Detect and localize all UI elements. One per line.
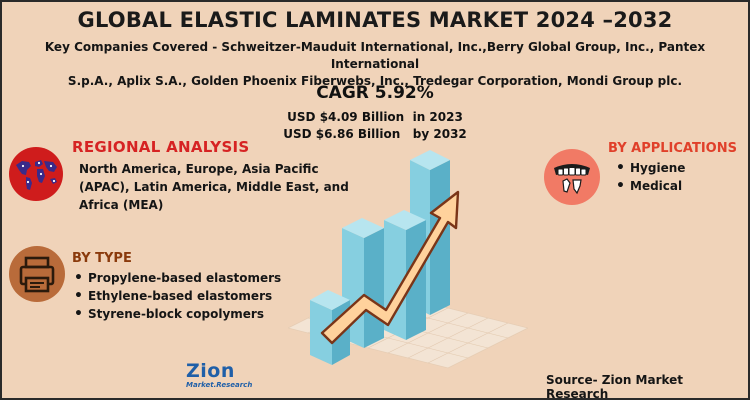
market-size-2032-year: by 2032 (412, 127, 467, 141)
by-applications-heading: BY APPLICATIONS (608, 141, 737, 156)
list-item: Propylene-based elastomers (74, 269, 281, 287)
cagr-value: CAGR 5.92% (316, 83, 434, 103)
list-item: Hygiene (616, 159, 685, 177)
key-companies: Key Companies Covered - Schweitzer-Maudu… (14, 39, 736, 90)
market-size-2023-year: in 2023 (412, 110, 463, 124)
market-size-2032: USD $6.86 Billion by 2032 (2, 127, 748, 141)
zion-logo: Zion Market.Research (184, 360, 264, 396)
market-size-2023: USD $4.09 Billion in 2023 (2, 110, 748, 124)
list-item: Medical (616, 177, 685, 195)
market-size-2032-value: USD $6.86 Billion (283, 127, 401, 141)
world-map-icon (9, 147, 63, 201)
source-note: Source- Zion Market Research (546, 373, 684, 400)
page-title: GLOBAL ELASTIC LAMINATES MARKET 2024 –20… (77, 8, 673, 32)
list-item: Ethylene-based elastomers (74, 287, 281, 305)
by-type-list: Propylene-based elastomers Ethylene-base… (74, 269, 281, 323)
by-type-heading: BY TYPE (72, 251, 132, 266)
by-applications-list: Hygiene Medical (616, 159, 685, 195)
list-item: Styrene-block copolymers (74, 305, 281, 323)
regional-analysis-heading: REGIONAL ANALYSIS (72, 138, 250, 156)
key-companies-line-1: Key Companies Covered - Schweitzer-Maudu… (44, 40, 706, 71)
logo-wordmark: Zion (186, 360, 235, 382)
growth-bar-graphic (288, 150, 528, 369)
printer-icon (9, 246, 65, 302)
logo-subtitle: Market.Research (186, 381, 253, 389)
market-size-2023-value: USD $4.09 Billion (287, 110, 405, 124)
key-companies-line-2: S.p.A., Aplix S.A., Golden Phoenix Fiber… (67, 74, 683, 88)
dental-icon (544, 149, 600, 205)
regional-analysis-text: North America, Europe, Asia Pacific (APA… (79, 162, 349, 212)
growth-arrow-icon (320, 190, 460, 345)
